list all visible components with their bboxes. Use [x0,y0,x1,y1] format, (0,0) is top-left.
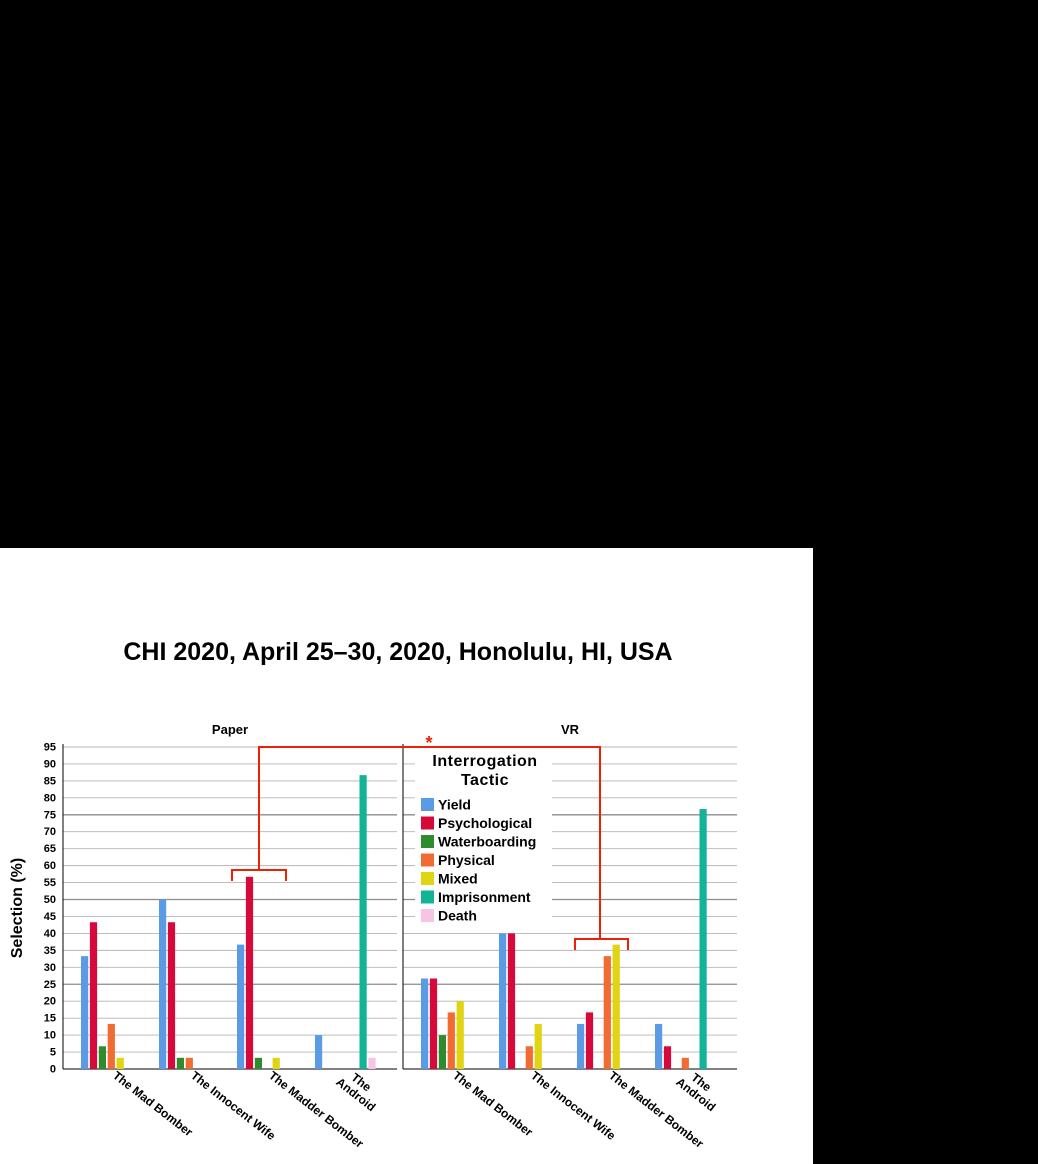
x-tick-label: TheAndroid [673,1065,726,1115]
y-tick-label: 15 [44,1013,56,1025]
bar [655,1023,663,1069]
bar [525,1046,533,1069]
x-tick-label: TheAndroid [333,1065,386,1115]
y-tick-label: 5 [50,1047,56,1059]
bar [107,1023,115,1069]
bar [577,1023,585,1069]
y-tick-label: 25 [44,979,56,991]
bar [438,1035,446,1069]
bar [585,1012,594,1069]
x-tick-label: The Innocent Wife [528,1068,618,1143]
legend-box [415,750,552,928]
panel-title: VR [561,722,580,737]
bracket-paper-madder [231,869,287,881]
x-tick-label: The Innocent Wife [188,1068,278,1143]
y-tick-label: 40 [44,928,56,940]
bar [98,1046,106,1069]
significance-marker: * [425,733,432,753]
panel-title: Paper [212,722,248,737]
page-header: CHI 2020, April 25–30, 2020, Honolulu, H… [123,638,673,666]
legend-swatch [421,872,434,885]
bar [447,1012,455,1069]
y-tick-label: 70 [44,826,56,838]
bar [681,1057,689,1069]
y-tick-label: 75 [44,809,56,821]
bar [603,956,611,1069]
legend-item: Imprisonment [438,889,531,905]
x-tick-label: The Mad Bomber [110,1068,196,1139]
legend-item: Death [438,908,477,924]
y-axis-label: Selection (%) [9,858,26,958]
legend-item: Mixed [438,871,478,887]
bar [81,956,89,1069]
bar [612,944,620,1069]
legend-swatch [421,798,434,811]
legend-swatch [421,890,434,904]
x-tick-label: The Mad Bomber [450,1068,536,1139]
bar [237,944,245,1069]
bar [499,933,507,1069]
y-tick-label: 50 [44,894,56,906]
y-tick-label: 80 [44,792,56,804]
y-tick-label: 10 [44,1030,56,1042]
legend-swatch [421,835,434,848]
legend-title: Interrogation [432,753,537,770]
bar [159,899,167,1069]
bar [116,1057,124,1069]
y-tick-label: 95 [44,742,56,754]
y-tick-label: 30 [44,962,56,974]
bar [534,1023,542,1069]
y-tick-label: 60 [44,860,56,872]
bar [359,775,367,1069]
y-tick-label: 45 [44,911,56,923]
y-tick-label: 85 [44,775,56,787]
bar [429,978,438,1069]
legend-item: Psychological [438,815,532,831]
bar [254,1057,262,1069]
legend-item: Physical [438,852,495,868]
legend-title: Tactic [461,772,509,789]
legend-swatch [421,909,434,922]
bar [663,1046,672,1069]
bar [245,876,254,1069]
bar [507,933,516,1069]
y-tick-label: 0 [50,1064,56,1076]
bracket-vr-madder [574,938,629,950]
legend-item: Waterboarding [438,834,536,850]
bar [176,1057,184,1069]
y-tick-label: 55 [44,877,56,889]
bar [368,1057,376,1069]
bar [167,922,176,1069]
legend-item: Yield [438,797,471,813]
y-tick-label: 35 [44,945,56,957]
bar [456,1001,464,1069]
bar [185,1057,193,1069]
bar [421,978,429,1069]
y-tick-label: 90 [44,758,56,770]
bar [89,922,98,1069]
legend-swatch [421,853,434,867]
bar [272,1057,280,1069]
legend-swatch [421,816,434,830]
bar [699,809,707,1069]
page-background [0,548,813,1164]
bracket-connector [258,746,601,939]
y-tick-label: 20 [44,996,56,1008]
bar [315,1035,323,1069]
y-tick-label: 65 [44,843,56,855]
